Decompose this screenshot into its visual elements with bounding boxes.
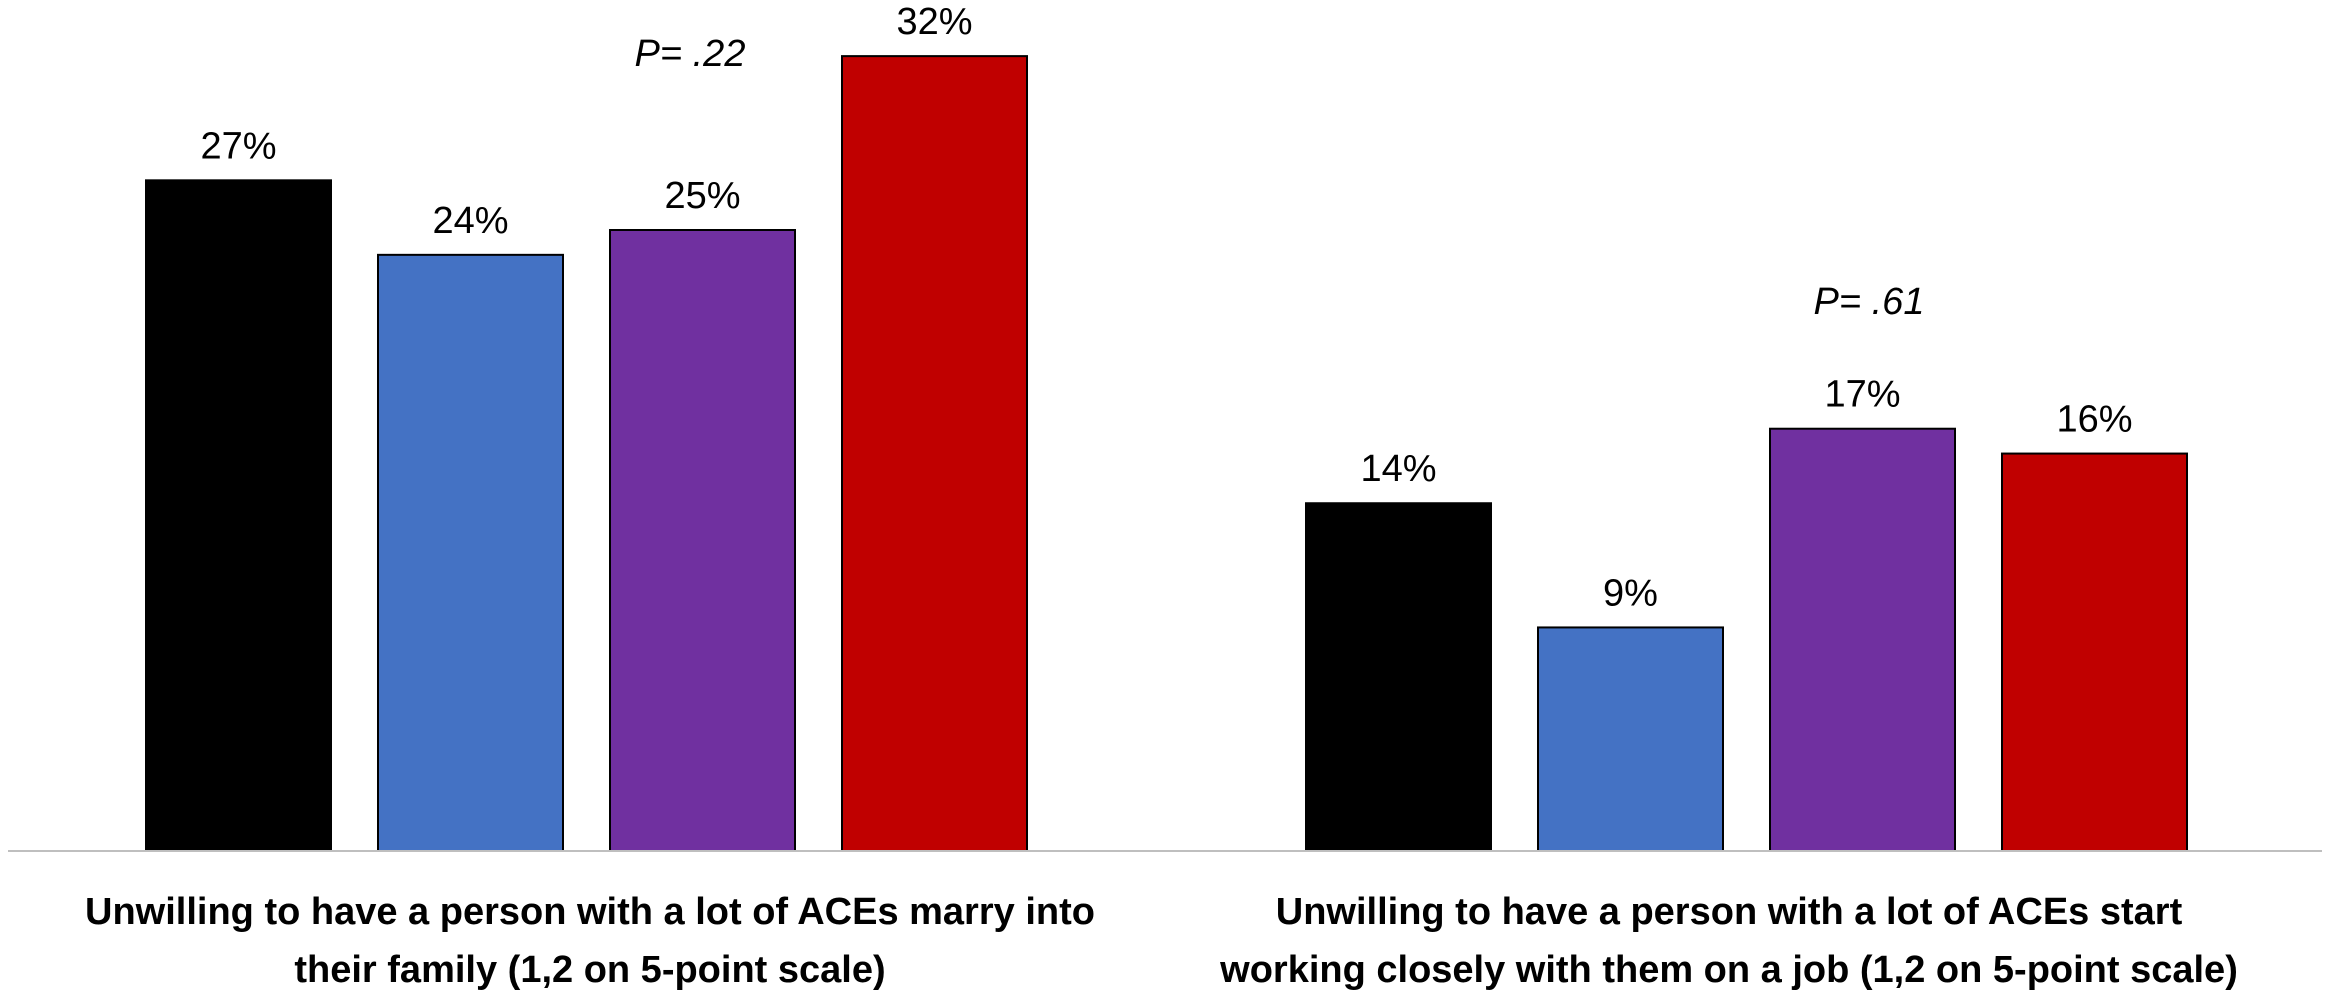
data-label-g2-2: 9% <box>1603 572 1658 614</box>
bar-g1-2 <box>377 253 564 852</box>
bar-g1-3 <box>609 229 796 852</box>
labels-layer: 27% 24% 25% 32% P= .22 14% 9% 17% 16% P= .61 <box>200 1 2132 614</box>
bar-g2-3 <box>1769 427 1956 852</box>
category-label-2-line-2: working closely with them on a job (1,2 … <box>1219 949 2238 990</box>
data-label-g2-1: 14% <box>1360 448 1436 490</box>
category-label-1-line-2: their family (1,2 on 5-point scale) <box>294 949 885 990</box>
bar-g2-2 <box>1537 626 1724 852</box>
category-label-2-line-1: Unwilling to have a person with a lot of… <box>1276 891 2183 933</box>
p-value-annotation-2: P= .61 <box>1814 281 1925 323</box>
data-label-g1-2: 24% <box>432 200 508 242</box>
category-label-1-line-1: Unwilling to have a person with a lot of… <box>85 891 1095 933</box>
data-label-g1-4: 32% <box>896 1 972 43</box>
bar-g2-4 <box>2001 452 2188 852</box>
category-labels: Unwilling to have a person with a lot of… <box>85 891 2238 990</box>
data-label-g2-4: 16% <box>2056 399 2132 441</box>
data-label-g1-1: 27% <box>200 125 276 167</box>
bar-g1-4 <box>841 55 1028 853</box>
data-label-g1-3: 25% <box>664 175 740 217</box>
bars-layer <box>145 55 2188 853</box>
bar-g2-1 <box>1305 502 1492 852</box>
p-value-annotation-1: P= .22 <box>635 33 746 75</box>
data-label-g2-3: 17% <box>1824 374 1900 416</box>
bar-g1-1 <box>145 179 332 852</box>
